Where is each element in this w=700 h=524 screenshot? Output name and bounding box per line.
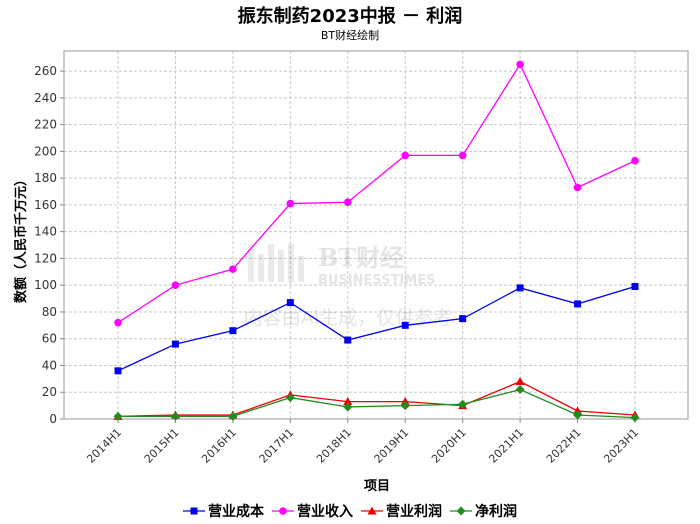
y-tick-label: 60 (42, 332, 57, 346)
legend-item: 净利润 (450, 501, 517, 521)
watermark-logo-text: BT财经 (318, 243, 404, 272)
data-point (574, 300, 582, 308)
legend-marker (456, 506, 466, 516)
data-point (171, 340, 179, 348)
data-point (401, 151, 410, 160)
series-line (118, 388, 636, 419)
data-point (516, 60, 524, 69)
data-point (285, 393, 295, 403)
data-point (458, 151, 467, 160)
x-tick-label: 2018H1 (314, 426, 354, 466)
x-tick-label: 2020H1 (429, 426, 469, 466)
grid (64, 51, 688, 420)
legend-marker (279, 507, 287, 515)
legend-label: 营业成本 (208, 504, 264, 520)
watermark-logo-icon (248, 244, 304, 282)
y-tick-label: 0 (49, 412, 57, 426)
legend-item: 营业收入 (272, 501, 353, 521)
watermark: BT财经 BUSINESSTIMES 内容由AI生成，仅供参考 (244, 243, 453, 329)
legend-square-icon (183, 504, 205, 518)
y-tick-label: 120 (34, 251, 57, 265)
legend-label: 净利润 (475, 504, 517, 520)
y-tick-label: 240 (34, 91, 57, 105)
watermark-logo-subtext: BUSINESSTIMES (318, 273, 435, 288)
data-point (515, 377, 525, 386)
y-tick-label: 140 (34, 225, 57, 239)
data-point (114, 367, 122, 375)
plot-border (63, 50, 689, 420)
y-tick-label: 160 (34, 198, 57, 212)
series-line (117, 285, 636, 372)
legend-item: 营业成本 (183, 501, 264, 521)
chart-subtitle: BT财经绘制 (320, 29, 380, 42)
legend-label: 营业收入 (297, 504, 353, 520)
x-axis-label: 项目 (364, 479, 390, 494)
x-tick-label: 2017H1 (257, 426, 297, 466)
data-point (630, 413, 640, 423)
data-point (171, 281, 180, 289)
y-tick-label: 100 (34, 278, 57, 292)
data-point (286, 199, 295, 208)
series-line (117, 63, 636, 324)
x-tick-label: 2021H1 (486, 426, 526, 466)
data-point (113, 411, 123, 421)
x-tick-label: 2022H1 (544, 426, 584, 466)
legend-item: 营业利润 (361, 501, 442, 521)
y-axis-label: 数额（人民币千万元） (13, 173, 29, 303)
series-diamond (113, 385, 640, 423)
y-tick-label: 40 (42, 358, 57, 372)
data-point (459, 315, 467, 323)
data-point (516, 284, 524, 292)
legend-diamond-icon (450, 504, 472, 518)
data-point (343, 402, 353, 412)
data-point (229, 265, 237, 273)
x-tick-label: 2014H1 (84, 426, 124, 466)
data-point (631, 156, 639, 165)
legend-triangle-icon (361, 504, 383, 518)
legend-label: 营业利润 (386, 504, 442, 520)
x-tick-label: 2016H1 (199, 426, 239, 466)
data-point (114, 318, 122, 327)
data-point (458, 399, 468, 409)
chart-title: 振东制药2023中报 － 利润 (237, 6, 463, 27)
x-tick-label: 2019H1 (372, 426, 412, 466)
legend: 营业成本 营业收入 营业利润 净利润 (0, 501, 700, 522)
legend-circle-icon (272, 504, 294, 518)
legend-marker (190, 507, 198, 515)
y-tick-label: 200 (34, 144, 57, 158)
data-point (401, 321, 409, 329)
data-point (573, 410, 583, 420)
y-tick-label: 260 (34, 64, 57, 78)
data-point (343, 397, 353, 406)
data-point (228, 411, 238, 421)
data-point (343, 198, 352, 207)
data-point (400, 397, 410, 406)
y-tick-label: 20 (42, 385, 57, 399)
x-tick-label: 2023H1 (601, 426, 641, 466)
data-point (573, 406, 583, 415)
series-square (114, 283, 639, 375)
data-point (344, 336, 352, 344)
legend-marker (367, 506, 377, 515)
series-line (117, 380, 636, 417)
watermark-notice: 内容由AI生成，仅供参考 (244, 307, 453, 329)
series-circle (114, 60, 639, 327)
y-tick-label: 180 (34, 171, 57, 185)
data-point (170, 411, 180, 421)
data-point (286, 299, 294, 307)
data-point (515, 385, 525, 395)
series-layer (113, 60, 640, 423)
y-tick-label: 220 (34, 118, 57, 132)
plot-area (64, 51, 688, 419)
data-point (400, 401, 410, 411)
x-tick-label: 2015H1 (142, 426, 182, 466)
data-point (573, 183, 582, 192)
y-tick-label: 80 (42, 305, 57, 319)
data-point (631, 283, 639, 291)
data-point (229, 327, 237, 335)
